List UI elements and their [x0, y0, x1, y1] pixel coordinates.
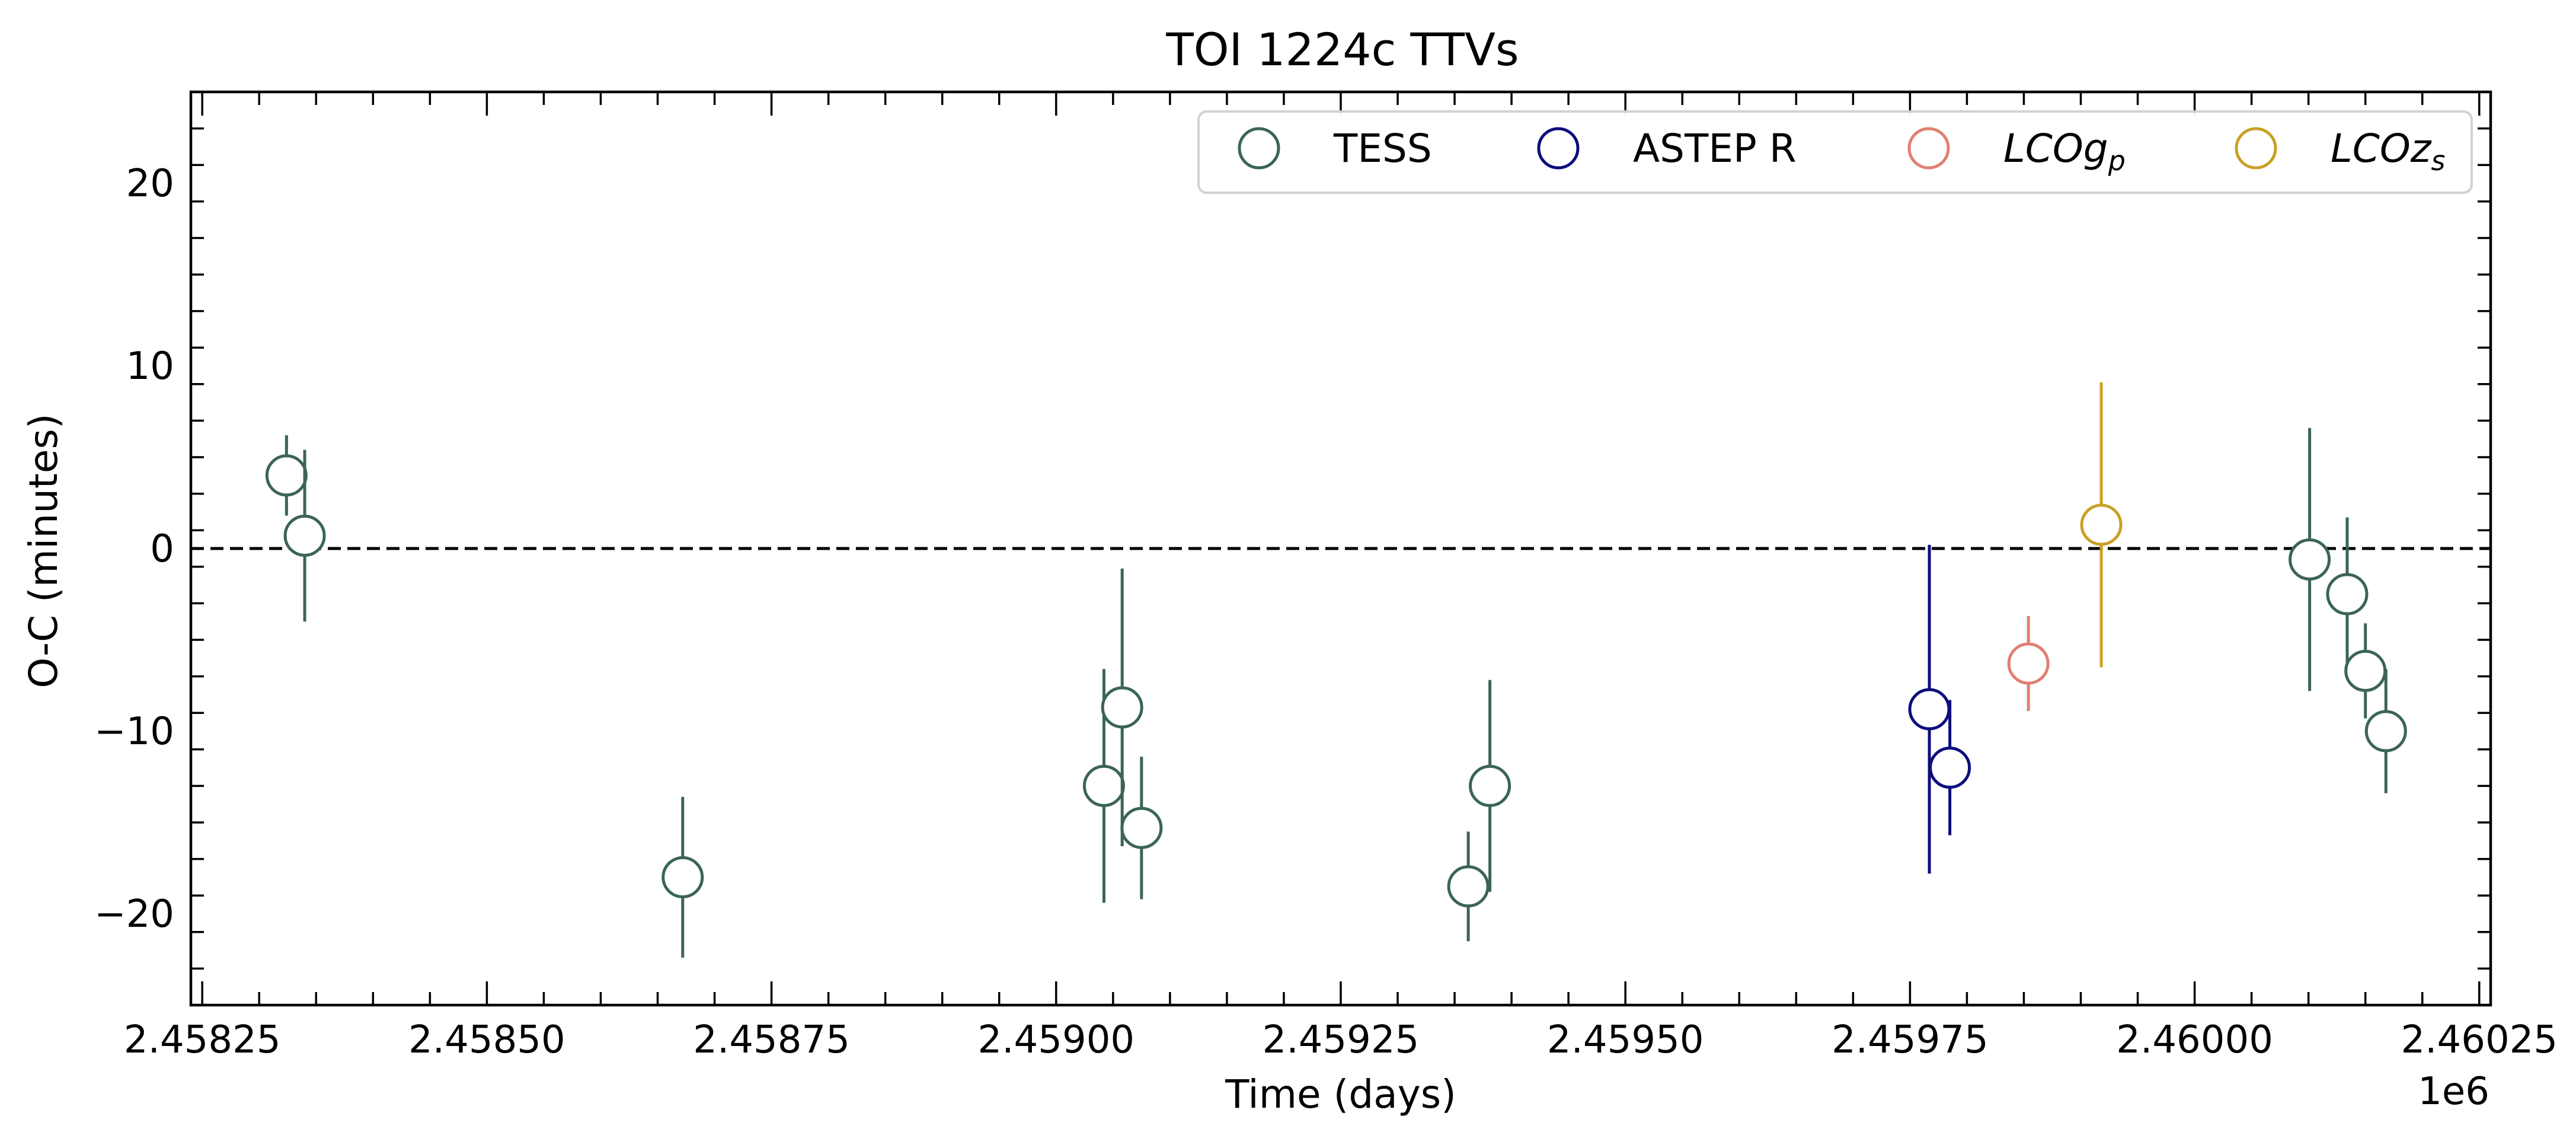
data-point — [1929, 747, 1971, 789]
legend-label: ASTEP R — [1633, 126, 1797, 171]
y-tick-label: 0 — [150, 527, 174, 571]
data-point — [2326, 573, 2369, 616]
axes-frame — [189, 90, 2492, 1007]
data-point — [265, 454, 308, 497]
data-point — [2080, 503, 2123, 546]
data-point — [1101, 686, 1143, 729]
legend: TESS ASTEP R LCOgp LCOzs — [1197, 110, 2473, 194]
x-tick-label: 2.45875 — [693, 1018, 850, 1062]
data-point — [2289, 538, 2331, 581]
legend-label: LCOgp — [2003, 126, 2126, 177]
legend-label-subscript: s — [2431, 145, 2445, 177]
data-point — [1082, 764, 1125, 807]
x-tick-label: 2.45825 — [124, 1018, 281, 1062]
legend-marker — [1537, 127, 1580, 170]
data-point — [1447, 865, 1490, 908]
data-point — [1469, 764, 1511, 807]
legend-label: TESS — [1333, 126, 1432, 171]
y-tick-label: −20 — [94, 892, 174, 936]
legend-marker — [1907, 127, 1950, 170]
x-tick-label: 2.45900 — [977, 1018, 1134, 1062]
legend-marker — [2235, 127, 2277, 170]
legend-box — [1197, 110, 2473, 194]
x-tick-label: 2.45950 — [1547, 1018, 1704, 1062]
data-point — [283, 514, 326, 557]
x-tick-label: 2.45925 — [1263, 1018, 1420, 1062]
legend-label: LCOzs — [2331, 126, 2445, 177]
data-point — [2007, 642, 2050, 685]
legend-marker — [1238, 127, 1280, 170]
data-point — [2364, 710, 2407, 752]
data-point — [661, 856, 704, 898]
data-point — [1120, 806, 1163, 849]
data-point — [1908, 688, 1951, 731]
y-axis-label: O-C (minutes) — [21, 413, 66, 688]
x-tick-label: 2.46000 — [2116, 1018, 2273, 1062]
x-tick-label: 2.45975 — [1832, 1018, 1989, 1062]
chart-title: TOI 1224c TTVs — [1165, 23, 1519, 76]
legend-label-subscript: p — [2108, 145, 2126, 177]
y-tick-label: −10 — [94, 710, 174, 754]
y-tick-label: 20 — [126, 162, 174, 206]
data-point — [2344, 649, 2387, 692]
y-tick-label: 10 — [126, 345, 174, 388]
x-tick-label: 2.46025 — [2401, 1018, 2558, 1062]
x-tick-label: 2.45850 — [408, 1018, 565, 1062]
plot-area: −20 −10 0 10 20 2.45825 2.45850 2.45875 2.45900 2… — [94, 90, 2558, 1062]
x-axis-label: Time (days) — [1225, 1072, 1456, 1117]
x-offset-label: 1e6 — [2418, 1070, 2489, 1114]
